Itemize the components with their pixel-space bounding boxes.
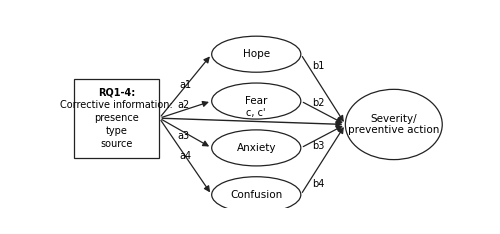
Text: RQ1-4:: RQ1-4: — [98, 87, 136, 97]
Text: b1: b1 — [312, 61, 324, 71]
Text: Corrective information:: Corrective information: — [60, 100, 173, 110]
Text: Hope: Hope — [242, 49, 270, 59]
Text: b4: b4 — [312, 179, 324, 189]
Ellipse shape — [212, 83, 301, 119]
Text: a1: a1 — [179, 80, 191, 90]
Ellipse shape — [212, 177, 301, 213]
Text: a4: a4 — [179, 151, 191, 161]
Text: a2: a2 — [177, 100, 190, 110]
Text: presence: presence — [94, 113, 139, 123]
Text: a3: a3 — [177, 131, 189, 141]
Text: type: type — [106, 126, 128, 136]
Text: source: source — [100, 139, 133, 149]
Text: b2: b2 — [312, 98, 324, 108]
Text: Fear: Fear — [245, 96, 268, 106]
Text: Anxiety: Anxiety — [236, 143, 276, 153]
Ellipse shape — [346, 89, 442, 160]
Bar — [74, 79, 160, 158]
Text: c, c': c, c' — [246, 108, 266, 118]
Text: Severity/
preventive action: Severity/ preventive action — [348, 114, 440, 135]
Ellipse shape — [212, 130, 301, 166]
Text: b3: b3 — [312, 141, 324, 151]
Text: Confusion: Confusion — [230, 190, 282, 200]
Ellipse shape — [212, 36, 301, 72]
